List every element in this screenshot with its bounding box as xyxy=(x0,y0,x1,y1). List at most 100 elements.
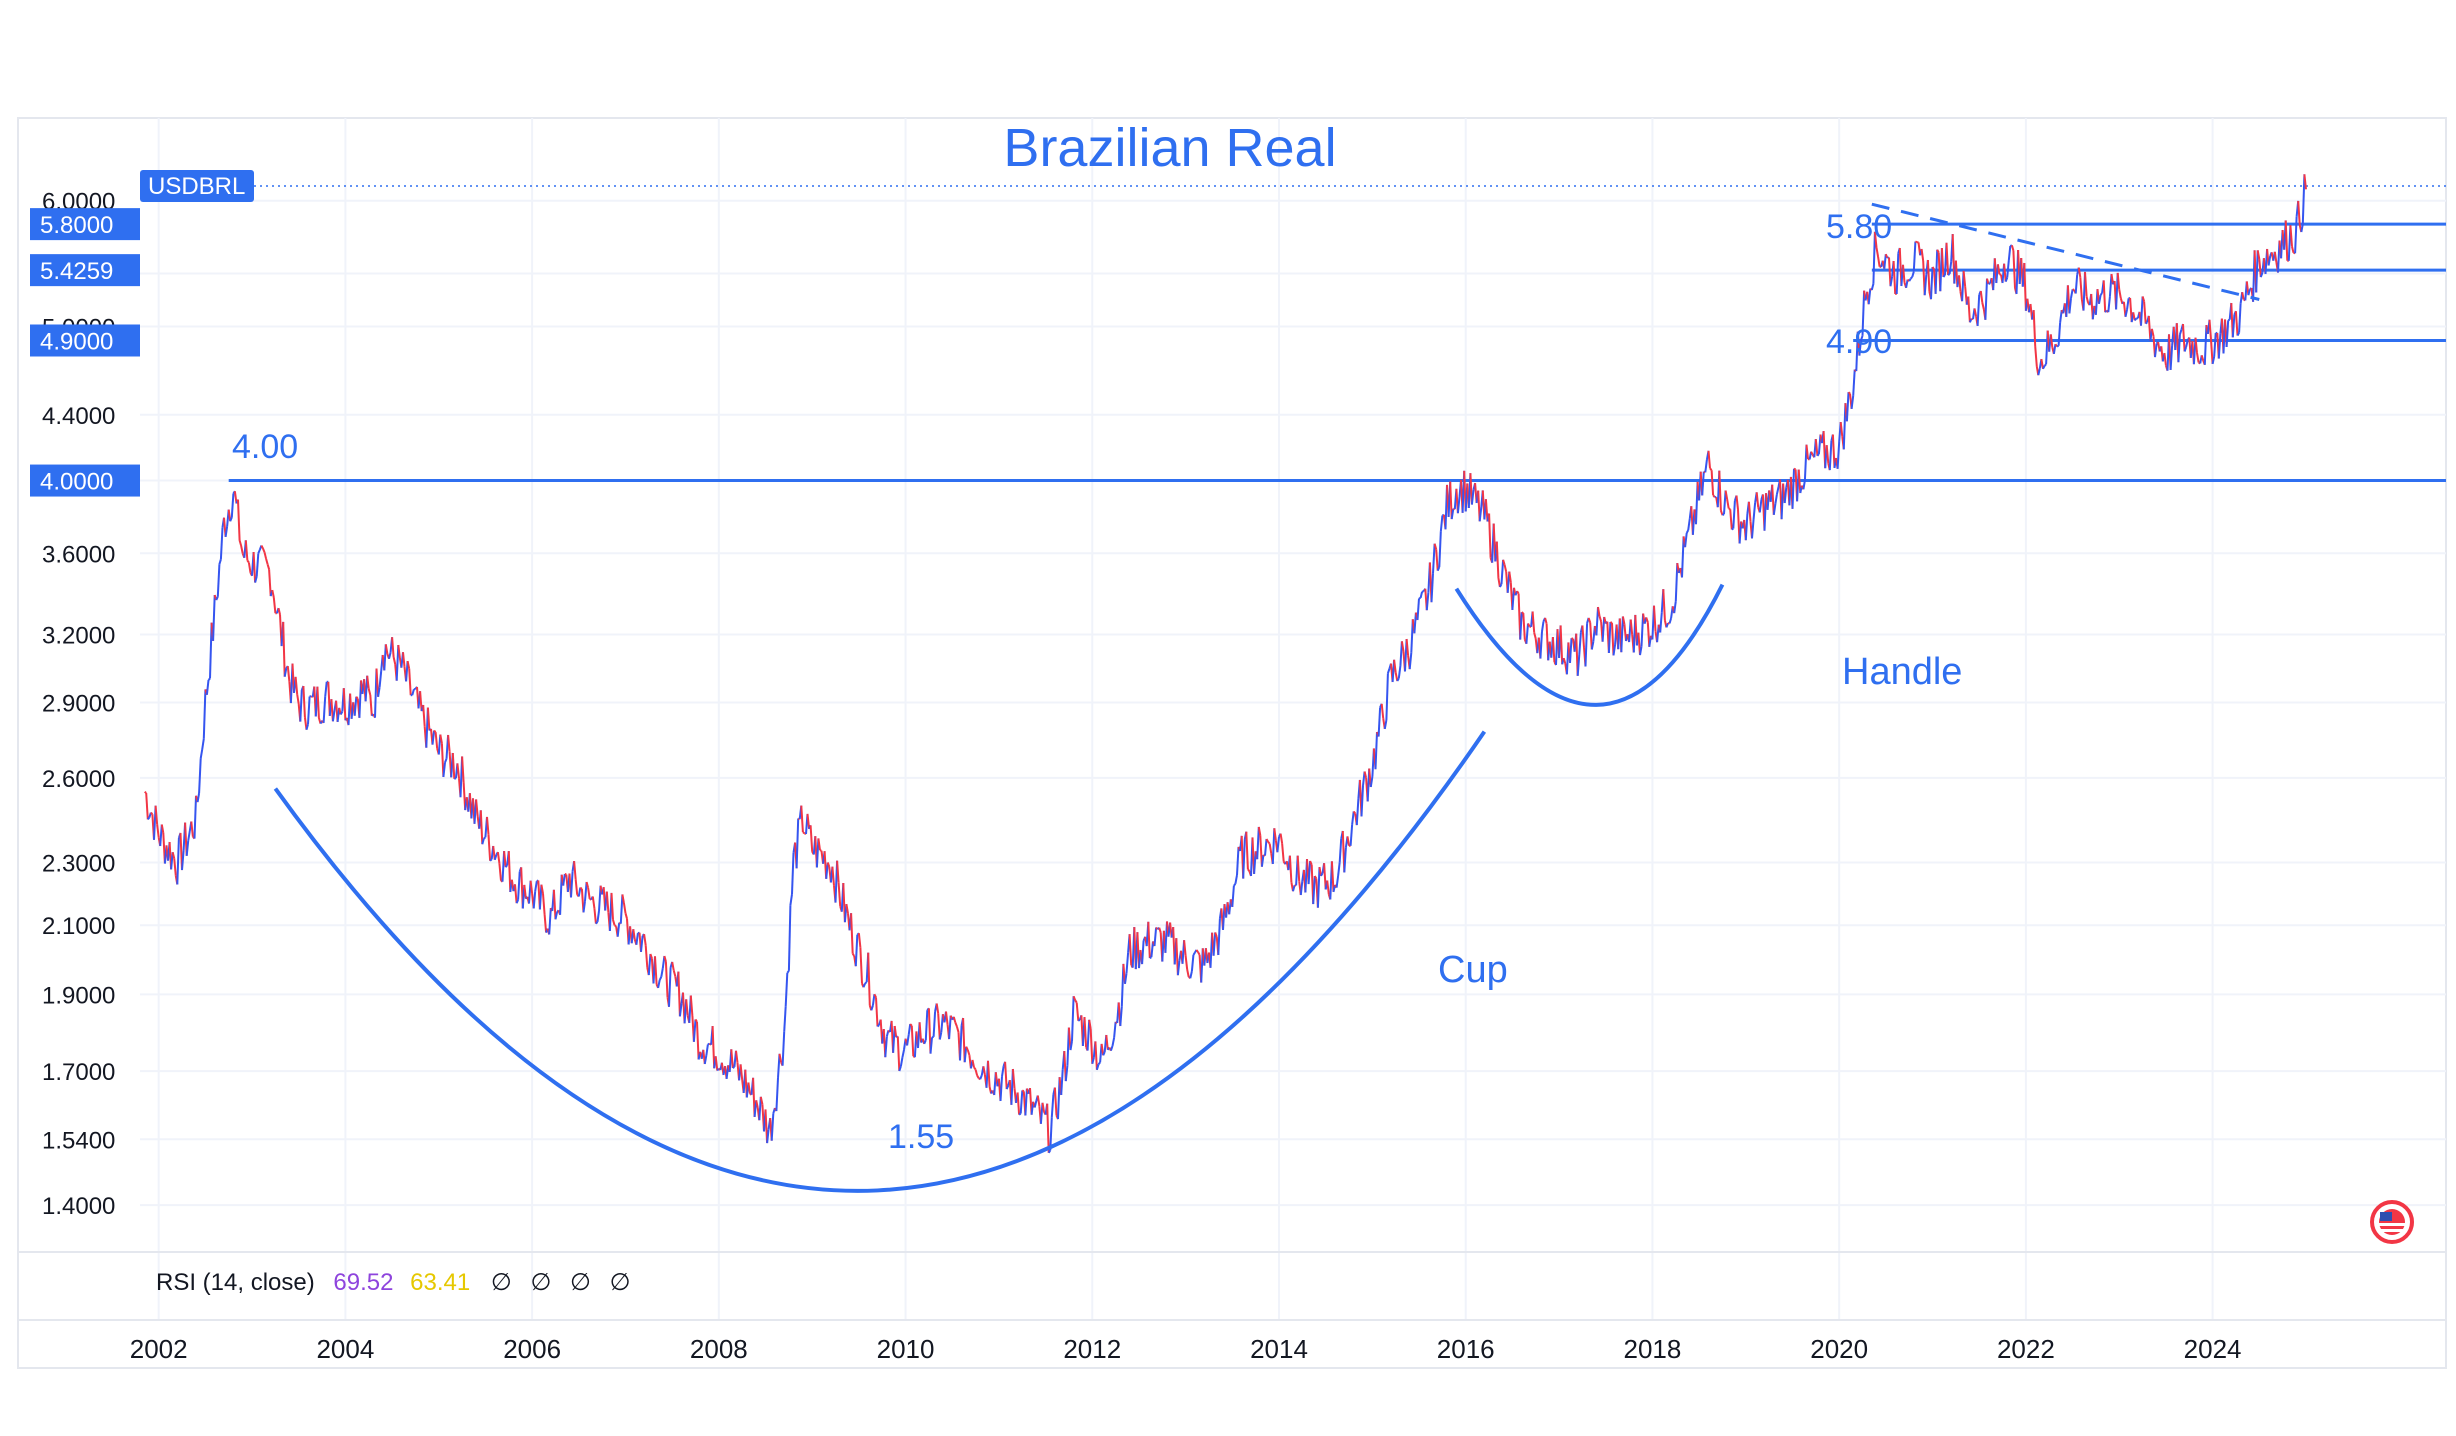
series-segment-down xyxy=(2077,267,2082,278)
series-segment-up xyxy=(1416,598,1420,621)
series-segment-up xyxy=(202,689,207,739)
series-segment-down xyxy=(1559,625,1564,665)
series-segment-down xyxy=(1400,641,1405,652)
series-segment-up xyxy=(1861,290,1866,336)
series-segment-up xyxy=(884,1036,888,1058)
series-segment-up xyxy=(1264,838,1268,856)
series-segment-down xyxy=(831,866,835,886)
series-segment-down xyxy=(498,863,502,881)
series-segment-down xyxy=(1999,273,2002,276)
price-badge-label: 4.9000 xyxy=(40,328,113,355)
series-segment-up xyxy=(219,527,224,560)
series-segment-up xyxy=(1360,785,1364,817)
series-segment-up xyxy=(1601,616,1606,642)
series-segment-up xyxy=(906,1034,910,1046)
series-segment-up xyxy=(147,817,151,821)
series-segment-down xyxy=(1257,826,1262,836)
series-segment-up xyxy=(635,932,639,945)
series-segment-down xyxy=(2291,246,2295,254)
series-segment-up xyxy=(1659,612,1663,633)
series-segment-up xyxy=(1569,638,1573,663)
series-segment-up xyxy=(1541,621,1545,632)
series-segment-up xyxy=(1095,1064,1100,1071)
series-segment-up xyxy=(1077,1019,1081,1022)
series-segment-down xyxy=(971,1059,975,1068)
series-segment-up xyxy=(929,1037,933,1054)
series-segment-down xyxy=(802,831,806,835)
x-tick-label: 2022 xyxy=(1997,1334,2055,1364)
series-segment-up xyxy=(1176,960,1181,976)
series-segment-up xyxy=(1923,274,1928,296)
series-segment-down xyxy=(965,1046,969,1051)
series-segment-down xyxy=(2003,263,2007,282)
series-segment-up xyxy=(871,994,876,1006)
series-segment-down xyxy=(154,805,159,825)
series-segment-up xyxy=(1883,254,1887,269)
series-segment-down xyxy=(1597,606,1601,617)
series-segment-down xyxy=(1197,951,1201,956)
series-segment-up xyxy=(2043,363,2047,367)
series-segment-up xyxy=(2213,333,2217,357)
series-segment-down xyxy=(2289,225,2293,247)
series-segment-down xyxy=(2241,292,2245,300)
series-segment-up xyxy=(209,622,213,679)
series-segment-down xyxy=(2150,328,2155,337)
series-segment-up xyxy=(1519,612,1523,640)
series-segment-up xyxy=(2225,320,2230,348)
series-segment-down xyxy=(1267,841,1271,845)
series-segment-up xyxy=(870,1005,874,1011)
series-segment-down xyxy=(952,1016,957,1023)
series-segment-up xyxy=(1001,1065,1005,1077)
series-segment-down xyxy=(1877,256,1881,267)
series-segment-up xyxy=(2203,325,2208,365)
series-segment-up xyxy=(201,738,205,750)
series-segment-up xyxy=(1850,395,1855,410)
series-segment-up xyxy=(1351,811,1355,826)
series-segment-up xyxy=(1752,502,1757,520)
series-segment-down xyxy=(277,607,281,615)
series-segment-down xyxy=(316,686,320,718)
series-segment-up xyxy=(176,837,180,885)
series-segment-up xyxy=(1119,1006,1123,1027)
series-segment-up xyxy=(1060,1069,1064,1096)
series-segment-up xyxy=(1934,249,1939,294)
series-segment-down xyxy=(1810,451,1814,456)
rsi-value-2: 63.41 xyxy=(410,1269,471,1296)
x-tick-label: 2006 xyxy=(503,1334,561,1364)
series-segment-down xyxy=(2010,245,2015,251)
series-segment-up xyxy=(584,881,588,902)
series-segment-down xyxy=(2210,339,2214,364)
series-segment-down xyxy=(714,1056,719,1071)
series-segment-up xyxy=(431,730,436,745)
series-segment-up xyxy=(899,1057,904,1067)
series-segment-up xyxy=(2247,288,2251,296)
series-segment-up xyxy=(1665,622,1669,628)
series-segment-down xyxy=(369,694,373,716)
series-segment-up xyxy=(1607,621,1612,654)
series-segment-up xyxy=(2126,298,2130,310)
series-segment-down xyxy=(857,933,862,948)
series-segment-down xyxy=(663,955,667,962)
rsi-legend: RSI (14, close) 69.52 63.41 ∅ ∅ ∅ ∅ xyxy=(156,1268,631,1297)
series-segment-up xyxy=(1271,828,1276,865)
series-segment-down xyxy=(1986,278,1990,285)
series-segment-down xyxy=(419,691,423,712)
series-segment-down xyxy=(851,953,856,957)
series-segment-up xyxy=(1299,880,1304,896)
series-segment-down xyxy=(342,688,347,721)
series-segment-down xyxy=(955,1026,960,1033)
series-segment-up xyxy=(1320,872,1324,877)
series-segment-up xyxy=(1091,1057,1095,1065)
series-segment-up xyxy=(1316,867,1321,908)
series-segment-up xyxy=(732,1066,735,1069)
series-segment-up xyxy=(1701,471,1705,496)
series-segment-up xyxy=(1911,271,1915,278)
us-flag-icon[interactable] xyxy=(2370,1200,2414,1244)
series-segment-up xyxy=(1047,1149,1052,1154)
series-segment-up xyxy=(570,871,574,898)
series-segment-down xyxy=(2032,310,2037,347)
series-segment-up xyxy=(1640,613,1645,647)
series-segment-down xyxy=(759,1096,764,1105)
series-segment-down xyxy=(644,945,649,968)
series-segment-up xyxy=(255,553,260,577)
